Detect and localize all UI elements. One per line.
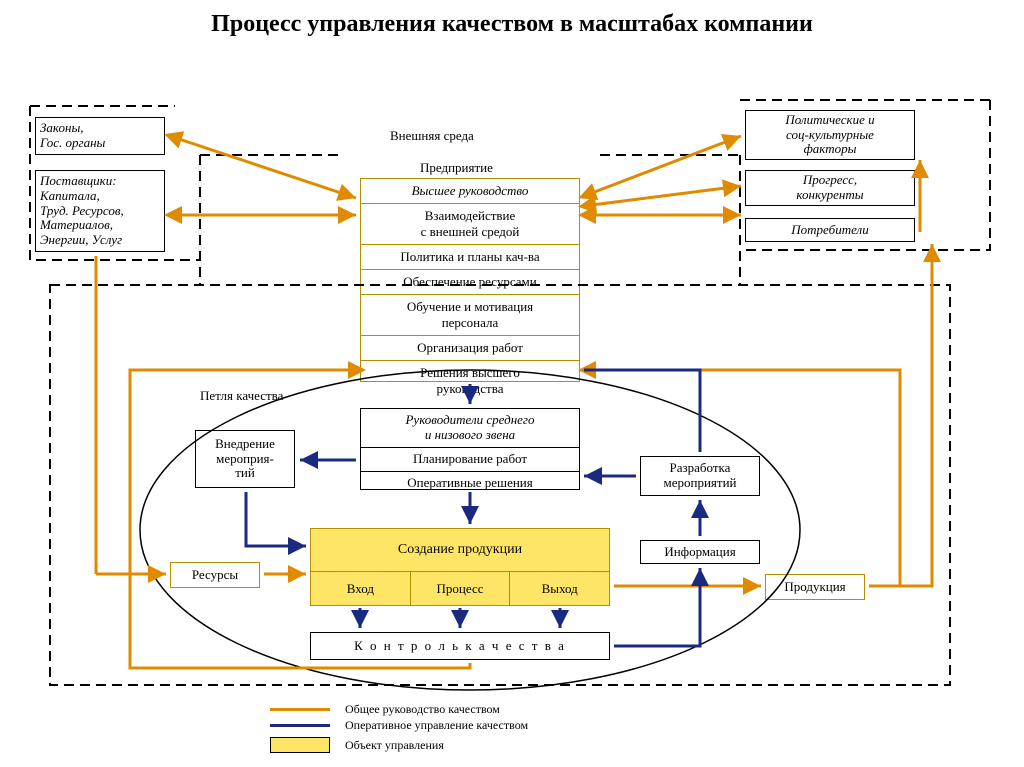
legend-object: Объект управления	[345, 738, 444, 753]
box-consumers: Потребители	[745, 218, 915, 242]
top-mgmt-row: Организация работ	[361, 335, 579, 360]
top-mgmt-row: Взаимодействие с внешней средой	[361, 203, 579, 244]
legend-operative: Оперативное управление качеством	[345, 718, 528, 733]
mid-mgmt-row: Оперативные решения	[361, 471, 579, 495]
mid-mgmt-row: Планирование работ	[361, 447, 579, 471]
box-laws: Законы, Гос. органы	[35, 117, 165, 155]
legend-swatch-object	[270, 737, 330, 753]
production-title: Создание продукции	[311, 529, 609, 571]
block-top-mgmt: Высшее руководство Взаимодействие с внеш…	[360, 178, 580, 382]
block-mid-mgmt: Руководители среднего и низового звена П…	[360, 408, 580, 490]
production-proc: Процесс	[411, 572, 511, 606]
production-out: Выход	[510, 572, 609, 606]
box-resources: Ресурсы	[170, 562, 260, 588]
top-mgmt-row: Обеспечение ресурсами	[361, 269, 579, 294]
box-suppliers: Поставщики: Капитала, Труд. Ресурсов, Ма…	[35, 170, 165, 252]
top-mgmt-row: Политика и планы кач-ва	[361, 244, 579, 269]
legend-swatch-general	[270, 708, 330, 711]
label-quality-loop: Петля качества	[200, 388, 283, 404]
box-quality-control: К о н т р о л ь к а ч е с т в а	[310, 632, 610, 660]
box-factors: Политические и соц-культурные факторы	[745, 110, 915, 160]
label-external-env: Внешняя среда	[390, 128, 474, 144]
box-implement: Внедрение мероприя- тий	[195, 430, 295, 488]
mid-mgmt-header: Руководители среднего и низового звена	[361, 409, 579, 447]
production-in: Вход	[311, 572, 411, 606]
box-develop: Разработка мероприятий	[640, 456, 760, 496]
box-progress: Прогресс, конкуренты	[745, 170, 915, 206]
top-mgmt-row: Решения высшего руководства	[361, 360, 579, 401]
legend-swatch-operative	[270, 724, 330, 727]
top-mgmt-header: Высшее руководство	[361, 179, 579, 203]
page-title: Процесс управления качеством в масштабах…	[0, 10, 1024, 39]
box-product: Продукция	[765, 574, 865, 600]
legend-general: Общее руководство качеством	[345, 702, 500, 717]
box-info: Информация	[640, 540, 760, 564]
top-mgmt-row: Обучение и мотивация персонала	[361, 294, 579, 335]
label-enterprise: Предприятие	[420, 160, 493, 176]
diagram-canvas: Процесс управления качеством в масштабах…	[0, 0, 1024, 767]
block-production: Создание продукции Вход Процесс Выход	[310, 528, 610, 606]
